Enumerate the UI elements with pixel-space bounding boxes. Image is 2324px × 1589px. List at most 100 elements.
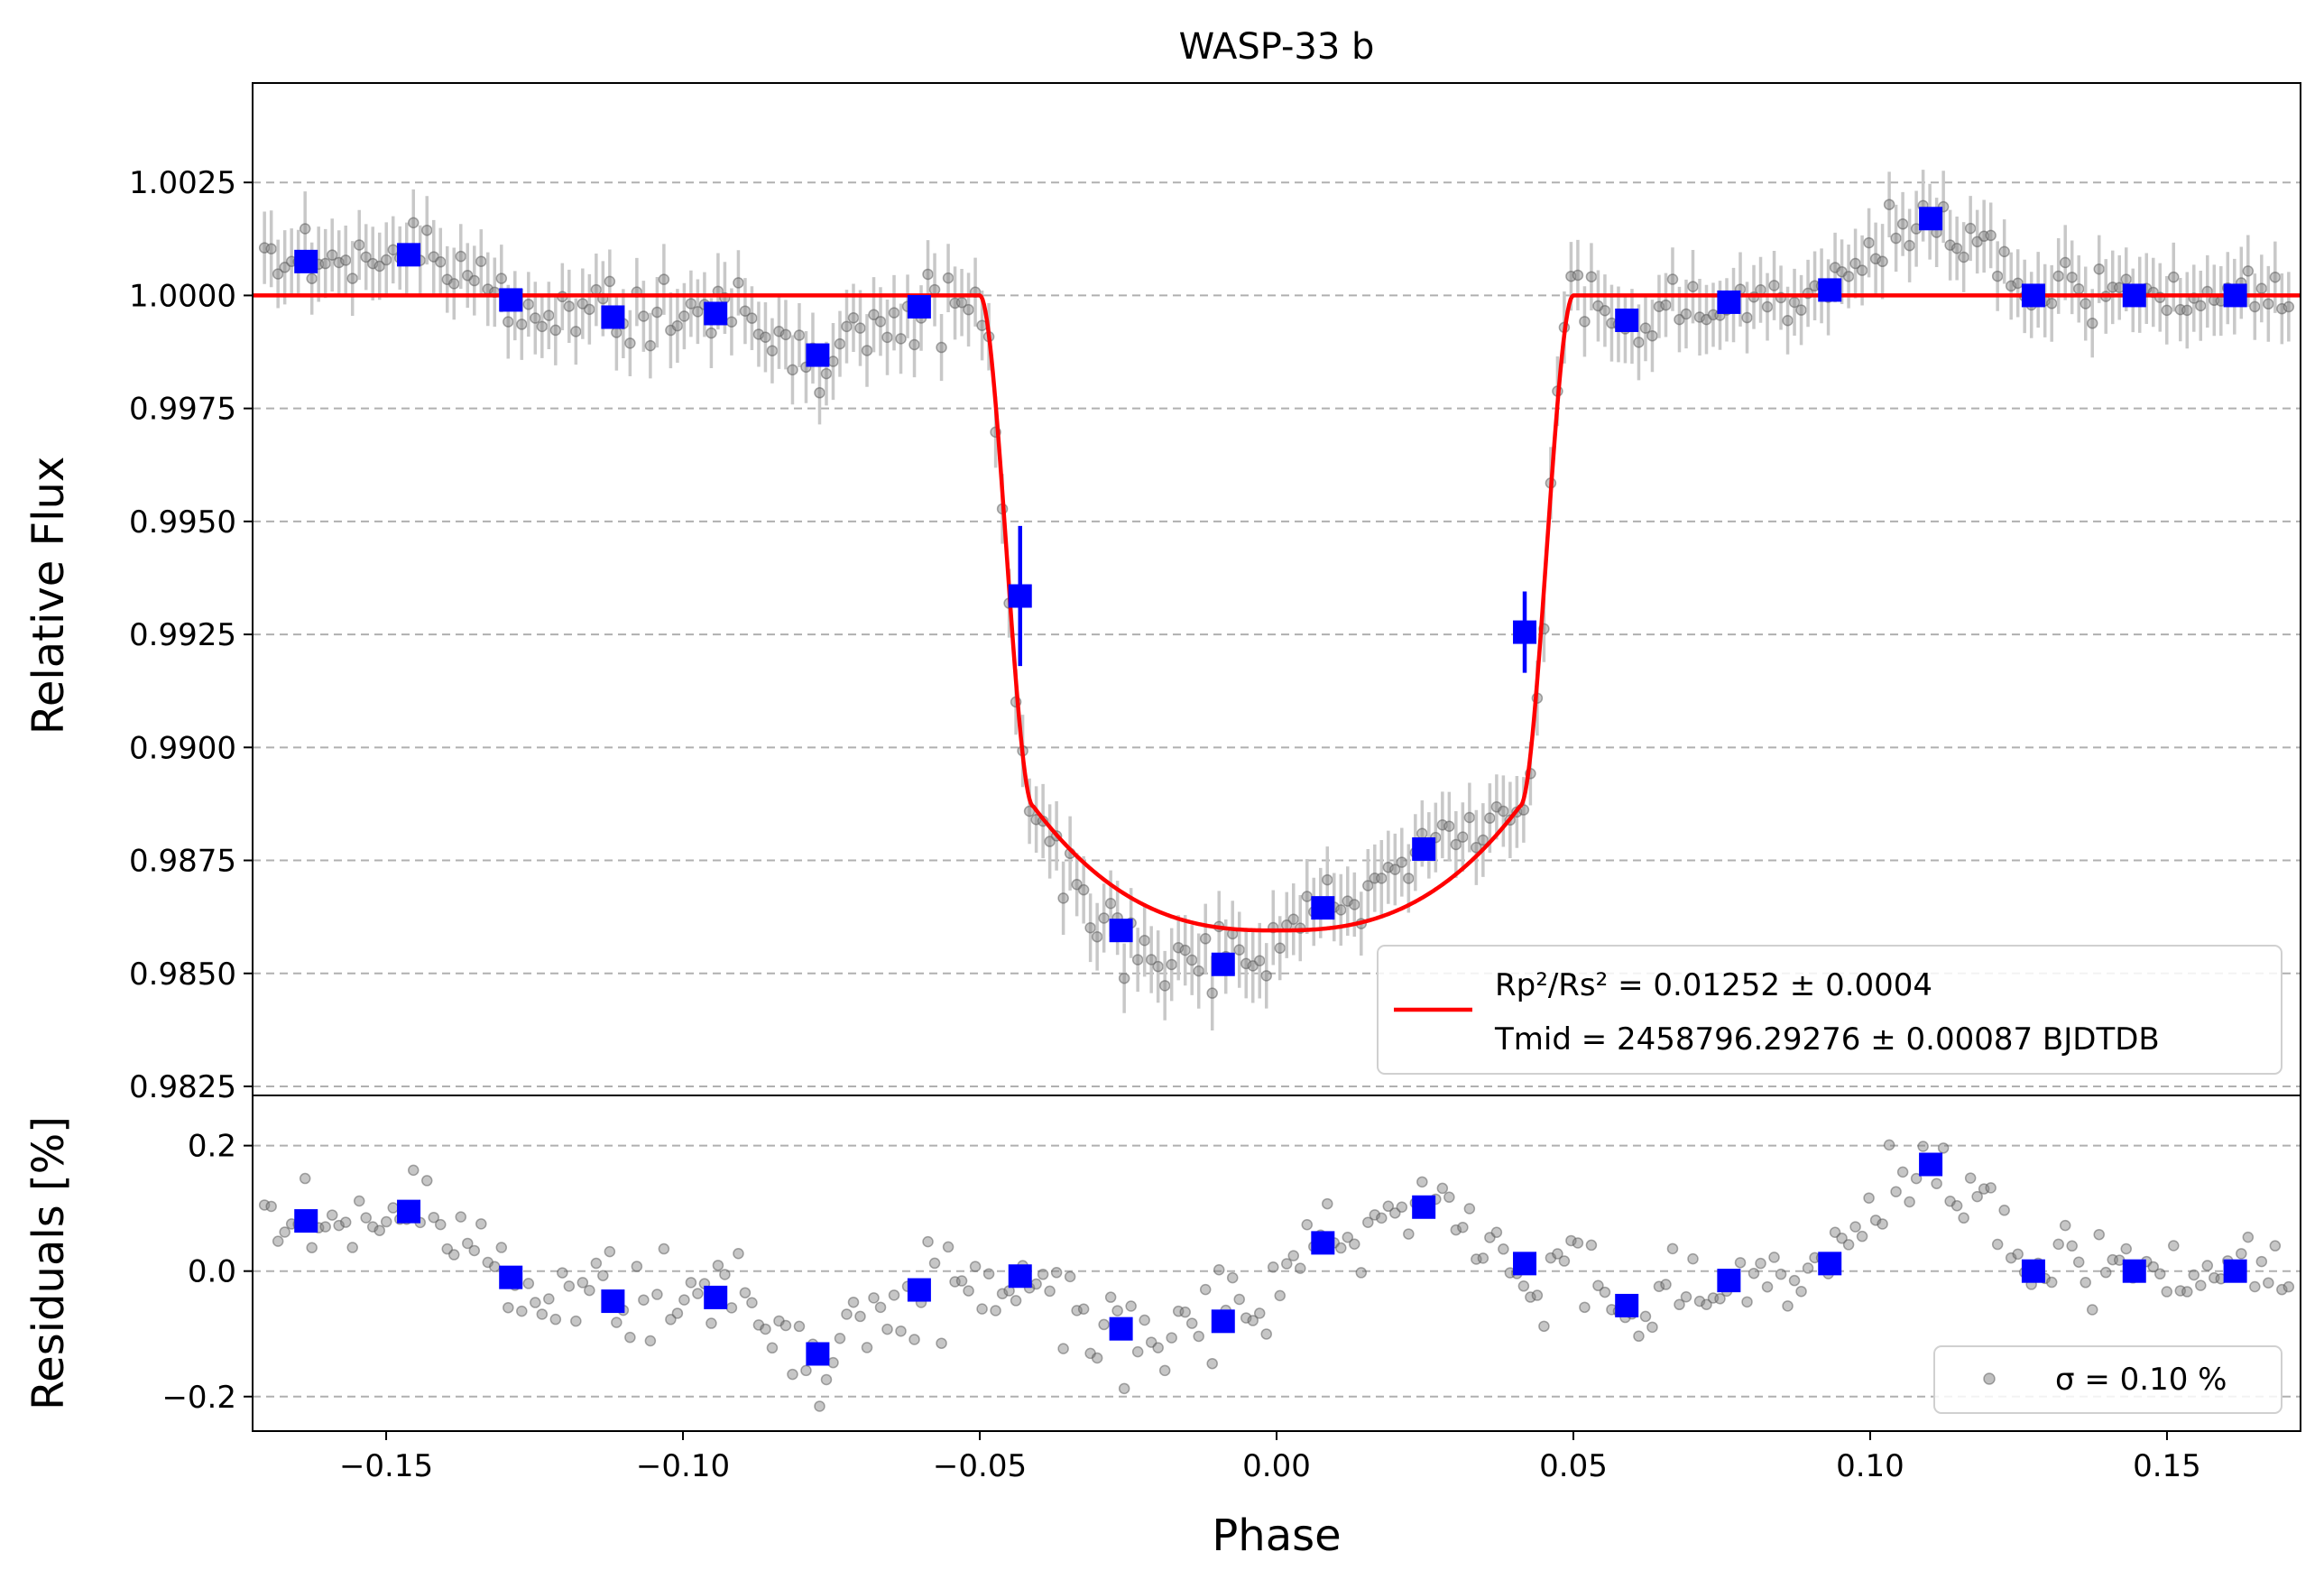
residual-point bbox=[834, 1333, 846, 1344]
raw-point bbox=[2072, 282, 2085, 295]
binned-residual bbox=[1919, 1152, 1943, 1177]
binned-residual bbox=[601, 1289, 625, 1314]
residual-point bbox=[1301, 1218, 1314, 1231]
raw-point bbox=[1761, 300, 1774, 313]
binned-residual bbox=[1513, 1252, 1537, 1276]
residual-point bbox=[1295, 1262, 1306, 1274]
residual-point bbox=[2086, 1304, 2098, 1316]
raw-point bbox=[2120, 273, 2132, 285]
raw-point bbox=[421, 224, 433, 236]
raw-point bbox=[1896, 218, 1909, 230]
residual-point bbox=[1674, 1298, 1685, 1311]
raw-point bbox=[353, 239, 365, 251]
residual-point bbox=[827, 1356, 839, 1369]
residual-point bbox=[1931, 1178, 1942, 1189]
binned-residual bbox=[2122, 1259, 2146, 1283]
raw-point bbox=[1193, 965, 1204, 977]
residual-point bbox=[1788, 1274, 1801, 1287]
x-tick-label: −0.05 bbox=[933, 1448, 1027, 1484]
residual-point bbox=[475, 1218, 487, 1230]
raw-point bbox=[746, 312, 758, 324]
raw-point bbox=[2045, 298, 2058, 309]
raw-point bbox=[1950, 242, 1963, 254]
residual-point bbox=[888, 1289, 900, 1301]
y-axis-label-residuals: Residuals [%] bbox=[23, 1116, 74, 1410]
raw-point bbox=[570, 326, 582, 337]
raw-point bbox=[1301, 891, 1314, 902]
residual-point bbox=[982, 1268, 995, 1280]
transit-legend: Rp²/Rs² = 0.01252 ± 0.0004 Tmid = 245879… bbox=[1377, 945, 2282, 1075]
raw-point bbox=[346, 273, 358, 284]
residual-point bbox=[787, 1368, 798, 1381]
binned-residual bbox=[1412, 1195, 1436, 1219]
residual-point bbox=[570, 1315, 582, 1327]
residual-point bbox=[936, 1337, 947, 1349]
raw-point bbox=[1849, 257, 1861, 270]
residual-point bbox=[2161, 1286, 2173, 1298]
residual-point bbox=[725, 1302, 738, 1314]
residual-point bbox=[1179, 1306, 1191, 1318]
raw-point bbox=[1253, 955, 1266, 966]
raw-point bbox=[1457, 831, 1469, 843]
residual-point bbox=[1842, 1239, 1855, 1251]
residual-point bbox=[976, 1303, 988, 1315]
raw-point bbox=[779, 328, 792, 341]
raw-point bbox=[1349, 899, 1360, 910]
residual-point bbox=[733, 1248, 744, 1260]
residual-point bbox=[1734, 1257, 1747, 1269]
residual-point bbox=[1403, 1228, 1415, 1240]
residual-point bbox=[793, 1320, 806, 1333]
raw-point bbox=[326, 249, 338, 261]
residual-point bbox=[1883, 1139, 1895, 1151]
residual-point bbox=[1111, 1305, 1123, 1316]
raw-point bbox=[1287, 913, 1300, 926]
residual-point bbox=[868, 1292, 880, 1304]
residual-point bbox=[1633, 1330, 1645, 1343]
residual-point bbox=[1660, 1279, 1672, 1290]
residual-point bbox=[1226, 1271, 1239, 1284]
residual-point bbox=[1185, 1317, 1198, 1329]
residual-point bbox=[584, 1284, 595, 1297]
binned-point bbox=[1008, 584, 1032, 608]
residual-point bbox=[604, 1245, 616, 1258]
residual-point bbox=[1971, 1190, 1983, 1203]
raw-point bbox=[1991, 270, 2004, 282]
raw-point bbox=[563, 300, 576, 312]
y-tick-label: 0.9900 bbox=[129, 730, 236, 766]
residual-point bbox=[658, 1243, 670, 1255]
raw-point bbox=[1152, 960, 1164, 973]
raw-point bbox=[1145, 954, 1157, 965]
raw-point bbox=[1484, 812, 1496, 824]
residual-point bbox=[1937, 1142, 1950, 1154]
residual-point bbox=[1585, 1239, 1598, 1252]
raw-point bbox=[543, 309, 555, 321]
raw-point bbox=[1782, 315, 1794, 327]
binned-point bbox=[704, 301, 728, 326]
raw-point bbox=[1842, 271, 1855, 282]
residual-point bbox=[2052, 1238, 2064, 1251]
residual-point bbox=[1287, 1250, 1300, 1261]
residual-point bbox=[1877, 1218, 1888, 1230]
x-tick-label: 0.05 bbox=[1539, 1448, 1608, 1484]
residual-point bbox=[1098, 1318, 1110, 1331]
residual-point bbox=[1755, 1257, 1766, 1270]
residual-point bbox=[1125, 1300, 1137, 1312]
residual-point bbox=[489, 1261, 501, 1272]
raw-point bbox=[1199, 933, 1212, 945]
residual-point bbox=[1274, 1289, 1286, 1302]
binned-point bbox=[1818, 278, 1842, 302]
raw-point bbox=[1768, 280, 1780, 291]
x-tick-label: −0.15 bbox=[339, 1448, 433, 1484]
raw-point bbox=[1863, 236, 1875, 249]
raw-point bbox=[2161, 304, 2173, 317]
residual-point bbox=[435, 1218, 447, 1231]
raw-point bbox=[624, 337, 636, 349]
residual-point bbox=[895, 1325, 907, 1337]
residual-point bbox=[279, 1226, 290, 1238]
raw-point bbox=[407, 217, 420, 229]
binned-point bbox=[1311, 896, 1335, 920]
residual-point bbox=[563, 1280, 576, 1292]
binned-point bbox=[2021, 283, 2045, 308]
raw-point bbox=[611, 327, 622, 338]
y-tick-label: 0.9825 bbox=[129, 1069, 236, 1105]
